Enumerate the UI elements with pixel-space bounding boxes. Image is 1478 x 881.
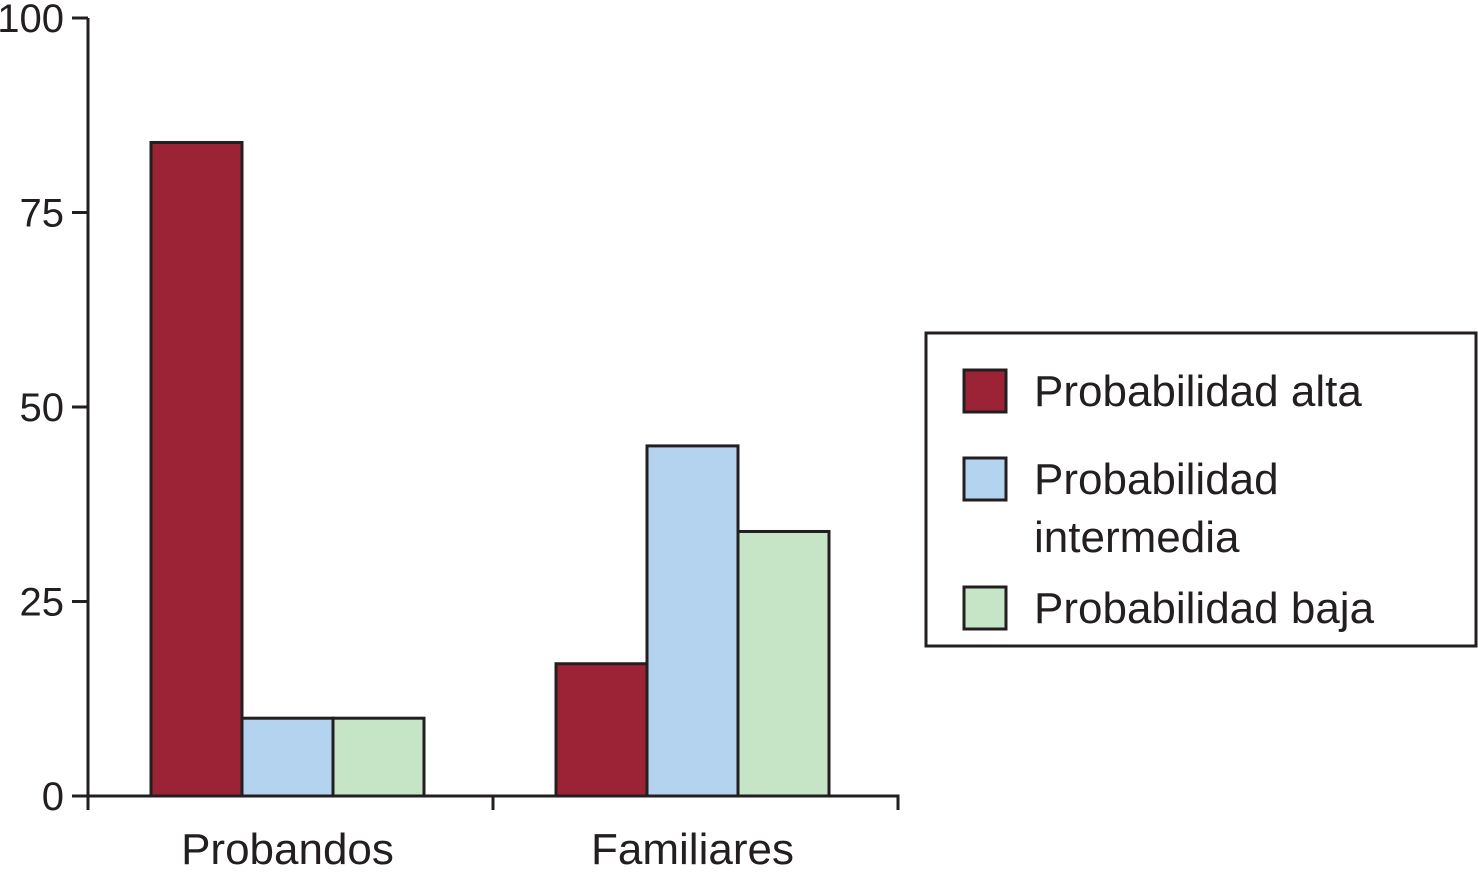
bar-probandos-series-2 <box>240 716 335 798</box>
legend-label: Probabilidad <box>1034 455 1279 504</box>
y-tick-label: 75 <box>20 192 65 236</box>
y-tick-label: 25 <box>20 581 65 625</box>
legend-swatch <box>962 368 1008 414</box>
bar-probandos-series-1 <box>149 140 244 798</box>
legend-swatch <box>962 585 1008 631</box>
x-category-label: Probandos <box>181 825 394 874</box>
bar-familiares-series-3 <box>736 529 831 798</box>
legend-label: intermedia <box>1034 513 1240 562</box>
legend-swatch <box>962 456 1008 502</box>
bar-familiares-series-2 <box>645 444 740 798</box>
bar-familiares-series-1 <box>554 662 649 798</box>
bars-group <box>149 140 831 798</box>
y-tick-label: 100 <box>0 0 64 41</box>
legend: Probabilidad alta Probabilidad intermedia P… <box>924 331 1478 648</box>
y-ticks-group: 0 25 50 75 100 <box>0 0 88 819</box>
y-tick-label: 0 <box>42 775 64 819</box>
bar-probandos-series-3 <box>331 716 426 798</box>
x-ticks-group: Probandos Familiares <box>86 796 900 874</box>
legend-label: Probabilidad baja <box>1034 584 1375 633</box>
legend-label: Probabilidad alta <box>1034 367 1362 416</box>
y-tick-label: 50 <box>20 386 65 430</box>
x-category-label: Familiares <box>591 825 794 874</box>
legend-box <box>924 331 1478 648</box>
